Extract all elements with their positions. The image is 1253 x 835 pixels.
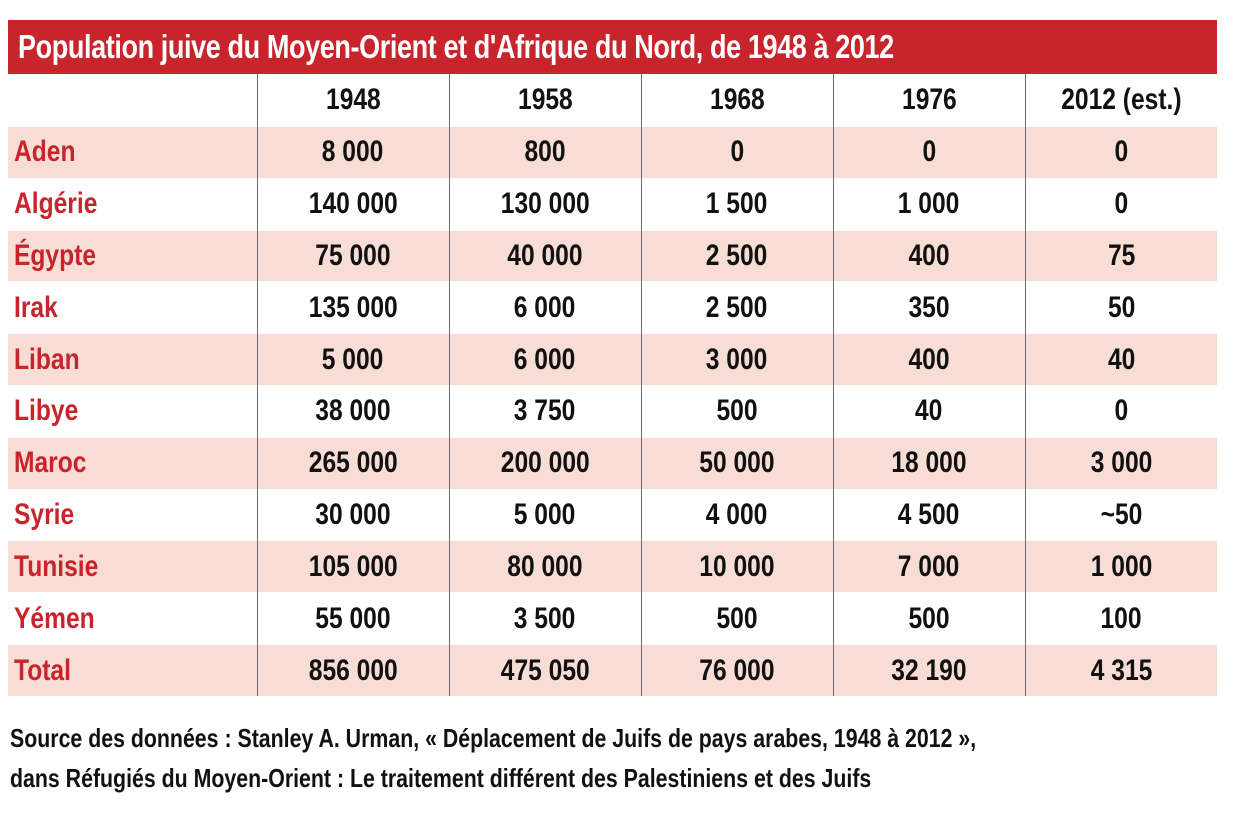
table-cell: 1 000 <box>832 177 1025 231</box>
row-label: Irak <box>8 281 257 334</box>
table-cell: 265 000 <box>256 436 449 490</box>
column-header: 2012 (est.) <box>1024 74 1217 127</box>
table-cell: 0 <box>640 126 833 179</box>
row-label: Total <box>8 643 257 697</box>
table-cell: 4 315 <box>1024 643 1217 697</box>
table-cell: 3 500 <box>448 592 641 645</box>
row-label: Liban <box>8 333 257 386</box>
table-title: Population juive du Moyen-Orient et d'Af… <box>18 28 894 65</box>
table-cell: 500 <box>640 592 833 645</box>
table-cell: 6 000 <box>448 281 641 334</box>
column-header: 1958 <box>448 74 641 127</box>
row-label: Syrie <box>8 488 257 541</box>
table-row: Libye 38 000 3 750 500 40 0 <box>8 384 1217 438</box>
table-cell: 32 190 <box>832 643 1025 697</box>
source-line-2: dans Réfugiés du Moyen-Orient : Le trait… <box>10 763 872 793</box>
table-cell: 40 <box>832 384 1025 438</box>
table-cell: 500 <box>640 384 833 438</box>
column-header: 1968 <box>640 74 833 127</box>
table-cell: 350 <box>832 281 1025 334</box>
table-cell: 135 000 <box>256 281 449 334</box>
table-cell: ~50 <box>1024 488 1217 541</box>
table-cell: 0 <box>1024 177 1217 231</box>
table-cell: 40 000 <box>448 229 641 282</box>
table-cell: 38 000 <box>256 384 449 438</box>
table-row: Égypte 75 000 40 000 2 500 400 75 <box>8 229 1217 282</box>
row-label: Libye <box>8 384 257 438</box>
table-cell: 4 500 <box>832 488 1025 541</box>
source-note: Source des données : Stanley A. Urman, «… <box>10 718 1220 798</box>
table-cell: 10 000 <box>640 540 833 593</box>
table-cell: 856 000 <box>256 643 449 697</box>
table-cell: 5 000 <box>448 488 641 541</box>
table-cell: 0 <box>832 126 1025 179</box>
table-cell: 100 <box>1024 592 1217 645</box>
table-cell: 3 750 <box>448 384 641 438</box>
title-bar: Population juive du Moyen-Orient et d'Af… <box>8 20 1217 74</box>
table-row: Aden 8 000 800 0 0 0 <box>8 126 1217 179</box>
table-cell: 75 <box>1024 229 1217 282</box>
population-table: 1948 1958 1968 1976 2012 (est.) Aden 8 00… <box>8 74 1217 697</box>
table-cell: 500 <box>832 592 1025 645</box>
table-cell: 400 <box>832 333 1025 386</box>
table-cell: 800 <box>448 126 641 179</box>
table-cell: 3 000 <box>640 333 833 386</box>
table-row: Algérie 140 000 130 000 1 500 1 000 0 <box>8 177 1217 231</box>
table-row: Irak 135 000 6 000 2 500 350 50 <box>8 281 1217 334</box>
header-corner-cell <box>8 74 257 127</box>
table-cell: 50 000 <box>640 436 833 490</box>
table-cell: 18 000 <box>832 436 1025 490</box>
table-cell: 8 000 <box>256 126 449 179</box>
table-body: Aden 8 000 800 0 0 0 Algérie 140 000 130 000 1 50… <box>8 126 1217 697</box>
table-cell: 75 000 <box>256 229 449 282</box>
table-cell: 2 500 <box>640 281 833 334</box>
table-row: Maroc 265 000 200 000 50 000 18 000 3 000 <box>8 436 1217 490</box>
table-cell: 5 000 <box>256 333 449 386</box>
table-cell: 6 000 <box>448 333 641 386</box>
table-cell: 1 500 <box>640 177 833 231</box>
total-row: Total 856 000 475 050 76 000 32 190 4 315 <box>8 643 1217 697</box>
table-cell: 200 000 <box>448 436 641 490</box>
table-cell: 7 000 <box>832 540 1025 593</box>
table-cell: 3 000 <box>1024 436 1217 490</box>
row-label: Aden <box>8 126 257 179</box>
table-cell: 40 <box>1024 333 1217 386</box>
table-cell: 1 000 <box>1024 540 1217 593</box>
table-cell: 105 000 <box>256 540 449 593</box>
table-cell: 0 <box>1024 384 1217 438</box>
table-cell: 130 000 <box>448 177 641 231</box>
row-label: Maroc <box>8 436 257 490</box>
row-label: Égypte <box>8 229 257 282</box>
row-label: Algérie <box>8 177 257 231</box>
table-cell: 50 <box>1024 281 1217 334</box>
table-cell: 475 050 <box>448 643 641 697</box>
table-cell: 2 500 <box>640 229 833 282</box>
column-header: 1948 <box>256 74 449 127</box>
table-cell: 55 000 <box>256 592 449 645</box>
table-container: Population juive du Moyen-Orient et d'Af… <box>8 20 1217 697</box>
table-row: Tunisie 105 000 80 000 10 000 7 000 1 000 <box>8 540 1217 593</box>
table-row: Syrie 30 000 5 000 4 000 4 500 ~50 <box>8 488 1217 541</box>
row-label: Yémen <box>8 592 257 645</box>
table-row: Yémen 55 000 3 500 500 500 100 <box>8 592 1217 645</box>
header-row: 1948 1958 1968 1976 2012 (est.) <box>8 74 1217 127</box>
table-row: Liban 5 000 6 000 3 000 400 40 <box>8 333 1217 386</box>
source-line-1: Source des données : Stanley A. Urman, «… <box>10 723 977 753</box>
table-cell: 76 000 <box>640 643 833 697</box>
table-cell: 0 <box>1024 126 1217 179</box>
table-cell: 4 000 <box>640 488 833 541</box>
row-label: Tunisie <box>8 540 257 593</box>
table-cell: 140 000 <box>256 177 449 231</box>
table-cell: 30 000 <box>256 488 449 541</box>
column-header: 1976 <box>832 74 1025 127</box>
table-cell: 400 <box>832 229 1025 282</box>
table-cell: 80 000 <box>448 540 641 593</box>
